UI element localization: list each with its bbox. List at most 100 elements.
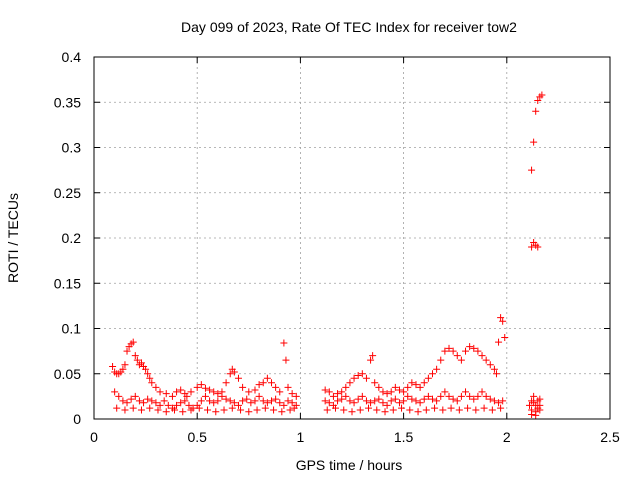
data-point <box>478 388 486 396</box>
data-point <box>416 399 424 407</box>
data-point <box>288 390 296 398</box>
data-point <box>133 356 141 364</box>
data-point <box>383 390 391 398</box>
data-point <box>148 379 156 387</box>
data-point <box>497 314 505 322</box>
data-point <box>422 406 430 414</box>
x-tick-label: 0 <box>90 429 98 445</box>
data-point <box>424 392 432 400</box>
data-point <box>119 397 127 405</box>
data-point <box>272 383 280 391</box>
data-point <box>389 406 397 414</box>
data-point <box>119 365 127 373</box>
data-point <box>201 392 209 400</box>
data-point <box>501 334 509 342</box>
data-point <box>276 399 284 407</box>
data-point <box>457 392 465 400</box>
data-point <box>226 397 234 405</box>
data-point <box>290 404 298 412</box>
data-point <box>170 406 178 414</box>
data-point <box>187 406 195 414</box>
x-tick-label: 1.5 <box>394 429 414 445</box>
data-point <box>431 404 439 412</box>
data-point <box>356 406 364 414</box>
data-point <box>445 392 453 400</box>
data-point <box>412 397 420 405</box>
y-tick-label: 0.05 <box>54 366 81 382</box>
data-point <box>129 338 137 346</box>
data-point <box>206 397 214 405</box>
data-point <box>536 406 544 414</box>
data-point <box>268 379 276 387</box>
data-point <box>214 390 222 398</box>
data-point <box>346 397 354 405</box>
data-point <box>526 401 534 409</box>
data-point <box>137 359 145 367</box>
data-point <box>369 352 377 360</box>
data-point <box>234 374 242 382</box>
data-point <box>457 356 465 364</box>
y-tick-label: 0 <box>73 411 81 427</box>
data-point <box>480 404 488 412</box>
data-point <box>428 395 436 403</box>
data-point <box>270 406 278 414</box>
data-point <box>193 383 201 391</box>
data-point <box>239 397 247 405</box>
data-point <box>245 388 253 396</box>
data-point <box>528 166 536 174</box>
data-point <box>109 363 117 371</box>
data-point <box>338 388 346 396</box>
data-point <box>321 386 329 394</box>
data-point <box>470 344 478 352</box>
data-point <box>462 347 470 355</box>
data-point <box>406 406 414 414</box>
data-point <box>113 404 121 412</box>
data-point <box>284 397 292 405</box>
data-point <box>400 388 408 396</box>
data-point <box>197 381 205 389</box>
data-point <box>164 401 172 409</box>
data-point <box>455 406 463 414</box>
data-point <box>131 352 139 360</box>
data-point <box>428 370 436 378</box>
data-point <box>282 356 290 364</box>
data-point <box>146 374 154 382</box>
y-tick-label: 0.1 <box>62 321 82 337</box>
data-point <box>414 408 422 416</box>
data-point <box>408 379 416 387</box>
data-point <box>261 404 269 412</box>
data-point <box>288 399 296 407</box>
data-point <box>408 395 416 403</box>
data-point <box>342 383 350 391</box>
data-point <box>204 406 212 414</box>
data-point <box>218 392 226 400</box>
data-point <box>453 352 461 360</box>
data-point <box>340 406 348 414</box>
data-point <box>482 392 490 400</box>
data-point <box>253 406 261 414</box>
data-point <box>329 392 337 400</box>
y-axis-label: ROTI / TECUs <box>5 193 21 283</box>
data-point <box>226 370 234 378</box>
data-point <box>156 388 164 396</box>
data-point <box>239 383 247 391</box>
data-point <box>247 399 255 407</box>
x-tick-label: 0.5 <box>187 429 207 445</box>
data-point <box>195 404 203 412</box>
data-point <box>129 404 137 412</box>
data-point <box>437 356 445 364</box>
data-point <box>439 406 447 414</box>
data-point <box>177 386 185 394</box>
data-point <box>255 381 263 389</box>
data-point <box>350 374 358 382</box>
data-point <box>234 401 242 409</box>
data-point <box>111 388 119 396</box>
data-point <box>137 406 145 414</box>
data-point <box>375 383 383 391</box>
data-point <box>490 397 498 405</box>
data-point <box>488 406 496 414</box>
data-point <box>472 406 480 414</box>
data-point <box>445 344 453 352</box>
data-point <box>371 379 379 387</box>
